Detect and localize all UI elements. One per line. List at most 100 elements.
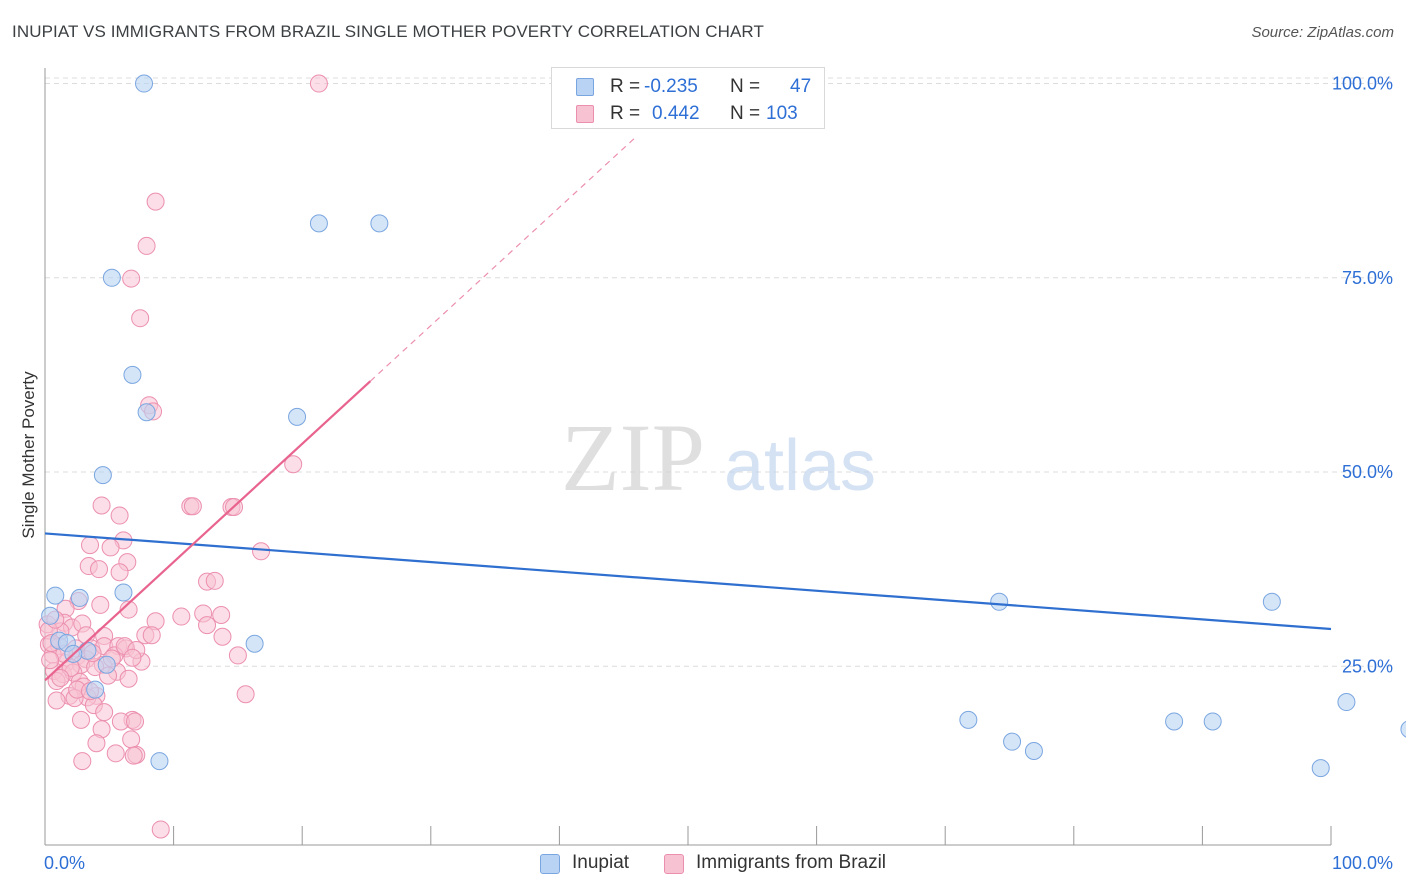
legend-swatch-inupiat [576,78,594,96]
point-inupiat [102,268,121,287]
point-brazil [205,571,224,590]
point-brazil [142,626,161,645]
y-tick-label: 100.0% [1332,74,1393,94]
point-inupiat [93,466,112,485]
x-tick-label: 0.0% [44,853,85,873]
point-inupiat [135,74,154,93]
point-brazil [122,730,141,749]
point-inupiat [959,710,978,729]
x-tick-label: 100.0% [1332,853,1393,873]
point-inupiat [114,583,133,602]
point-inupiat [137,403,156,422]
point-inupiat [70,588,89,607]
legend-swatch-brazil [576,105,594,123]
point-brazil [51,668,70,687]
y-tick-label: 25.0% [1342,656,1393,676]
point-brazil [81,536,100,555]
point-brazil [198,616,217,635]
point-brazil [41,651,60,670]
grid [45,77,1395,667]
point-brazil [110,563,129,582]
point-brazil [151,820,170,839]
point-brazil [87,734,106,753]
legend-r-value: -0.235 [644,76,698,97]
legend-r-value: 0.442 [652,103,700,124]
point-inupiat [1262,592,1281,611]
point-brazil [95,703,114,722]
point-brazil [137,236,156,255]
point-inupiat [1003,732,1022,751]
point-brazil [126,712,145,731]
y-tick-label: 75.0% [1342,268,1393,288]
trend-lines [44,135,1332,682]
point-inupiat [1337,693,1356,712]
watermark-atlas: atlas [724,426,876,506]
bottom-legend-label-inupiat: Inupiat [572,852,630,873]
point-inupiat [1311,759,1330,778]
legend-box: R = -0.235 N = 47 R = 0.442 N = 103 [551,67,825,129]
point-brazil [91,595,110,614]
legend-n-value: 103 [766,103,798,124]
legend-r-label: R = [610,103,641,124]
chart-source: Source: ZipAtlas.com [1251,24,1394,41]
point-inupiat [1203,712,1222,731]
point-inupiat [370,214,389,233]
bottom-legend-label-brazil: Immigrants from Brazil [696,852,887,873]
y-tick-label: 50.0% [1342,462,1393,482]
point-brazil [119,669,138,688]
point-inupiat [288,407,307,426]
legend-n-label: N = [730,103,761,124]
point-inupiat [150,752,169,771]
point-brazil [90,560,109,579]
point-brazil [236,685,255,704]
point-inupiat [1165,712,1184,731]
legend-n-value: 47 [790,76,812,97]
point-brazil [131,309,150,328]
chart-title: INUPIAT VS IMMIGRANTS FROM BRAZIL SINGLE… [12,22,764,41]
point-inupiat [46,586,65,605]
point-brazil [124,746,143,765]
point-inupiat [1400,720,1406,738]
point-inupiat [123,365,142,384]
point-inupiat [1024,741,1043,760]
point-inupiat [309,214,328,233]
trend-line-inupiat [44,532,1332,631]
point-brazil [183,497,202,516]
point-brazil [309,74,328,93]
watermark-zip: ZIP [561,404,705,511]
tick-labels: 25.0% 50.0% 75.0% 100.0% 0.0% 100.0% [44,74,1393,873]
point-inupiat [245,634,264,653]
series-inupiat [41,74,1406,778]
point-brazil [228,646,247,665]
point-brazil [119,600,138,619]
legend-r-label: R = [610,76,641,97]
point-brazil [212,606,231,625]
point-brazil [122,269,141,288]
point-brazil [284,455,303,474]
bottom-legend-swatch-inupiat [540,854,560,874]
point-brazil [47,691,66,710]
legend-n-label: N = [730,76,761,97]
point-brazil [106,744,125,763]
point-brazil [123,648,142,667]
y-axis-title: Single Mother Poverty [19,371,38,539]
point-inupiat [41,606,60,625]
point-brazil [146,192,165,211]
point-brazil [72,710,91,729]
watermark: ZIP atlas [561,404,876,511]
point-inupiat [86,680,105,699]
point-brazil [252,542,271,561]
point-brazil [110,506,129,525]
point-inupiat [97,655,116,674]
series-brazil [38,74,328,839]
point-inupiat [990,592,1009,611]
bottom-legend-swatch-brazil [664,854,684,874]
point-brazil [172,607,191,626]
trend-line-brazil [44,380,372,682]
point-brazil [73,752,92,771]
point-brazil [92,496,111,515]
point-brazil [101,538,120,557]
axes [44,68,1332,846]
trend-line-brazil-extension [369,135,637,382]
